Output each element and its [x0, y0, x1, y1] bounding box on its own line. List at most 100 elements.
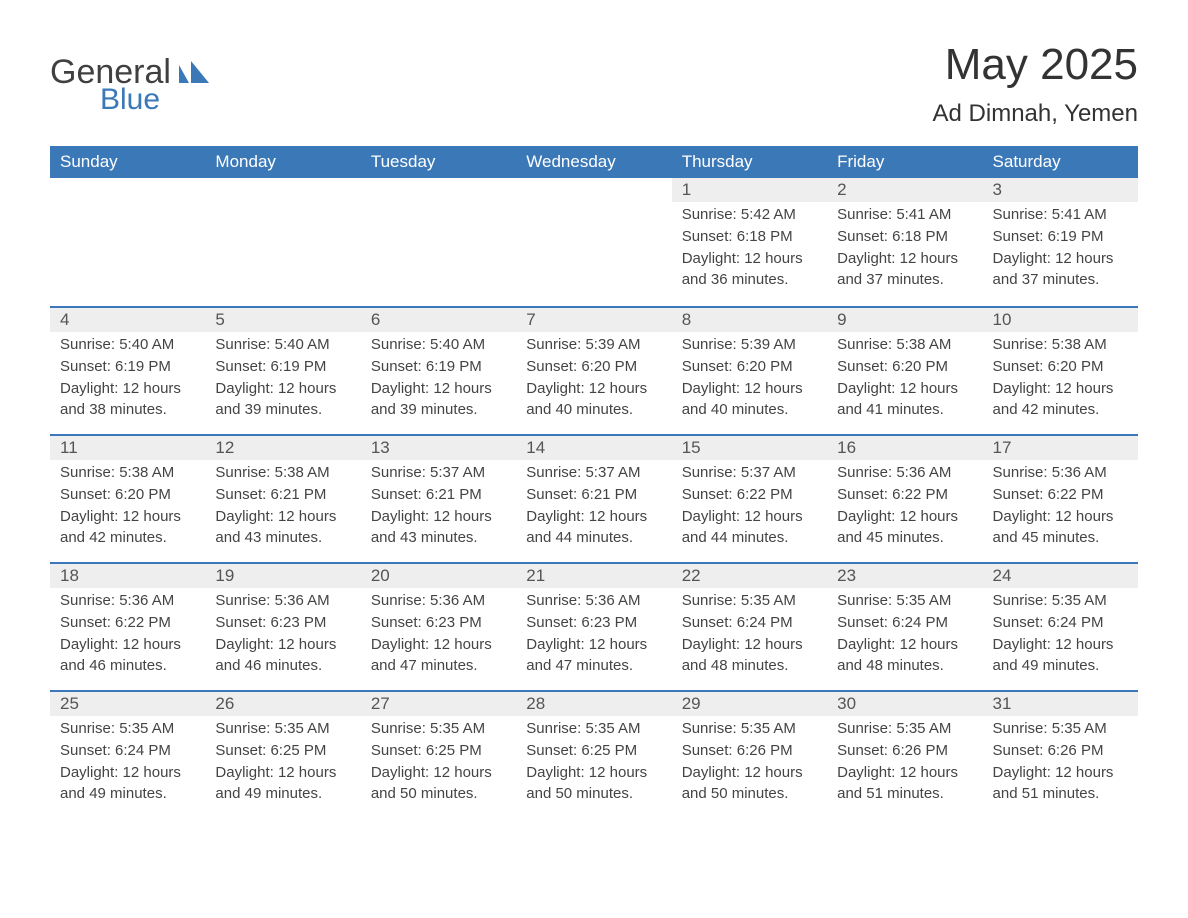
- empty-day-header: [516, 178, 671, 202]
- daylight-line: Daylight: 12 hours and 49 minutes.: [215, 762, 350, 806]
- logo-glyph-icon: [179, 61, 211, 89]
- sunrise-label: Sunrise:: [993, 592, 1052, 609]
- sunset-value: 6:22 PM: [1048, 486, 1104, 503]
- daylight-label: Daylight:: [526, 380, 589, 397]
- day-number: 9: [827, 306, 982, 332]
- day-details: Sunrise: 5:35 AMSunset: 6:24 PMDaylight:…: [983, 588, 1138, 685]
- daylight-line: Daylight: 12 hours and 50 minutes.: [526, 762, 661, 806]
- sunrise-value: 5:38 AM: [896, 336, 951, 353]
- calendar-cell: 13Sunrise: 5:37 AMSunset: 6:21 PMDayligh…: [361, 434, 516, 562]
- sunrise-value: 5:36 AM: [1052, 464, 1107, 481]
- daylight-label: Daylight:: [60, 764, 123, 781]
- day-details: Sunrise: 5:35 AMSunset: 6:24 PMDaylight:…: [50, 716, 205, 813]
- day-details: Sunrise: 5:39 AMSunset: 6:20 PMDaylight:…: [672, 332, 827, 429]
- sunrise-line: Sunrise: 5:40 AM: [60, 334, 195, 356]
- calendar-cell: 3Sunrise: 5:41 AMSunset: 6:19 PMDaylight…: [983, 178, 1138, 306]
- daylight-label: Daylight:: [60, 636, 123, 653]
- weekday-header: Monday: [205, 146, 360, 178]
- sunset-line: Sunset: 6:19 PM: [993, 226, 1128, 248]
- daylight-label: Daylight:: [682, 380, 745, 397]
- sunset-line: Sunset: 6:21 PM: [526, 484, 661, 506]
- sunset-label: Sunset:: [215, 742, 270, 759]
- day-number: 8: [672, 306, 827, 332]
- daylight-line: Daylight: 12 hours and 43 minutes.: [215, 506, 350, 550]
- sunrise-value: 5:35 AM: [741, 592, 796, 609]
- sunset-line: Sunset: 6:21 PM: [371, 484, 506, 506]
- sunset-value: 6:24 PM: [115, 742, 171, 759]
- sunrise-label: Sunrise:: [215, 592, 274, 609]
- daylight-line: Daylight: 12 hours and 47 minutes.: [526, 634, 661, 678]
- calendar-cell: 17Sunrise: 5:36 AMSunset: 6:22 PMDayligh…: [983, 434, 1138, 562]
- calendar-cell: 19Sunrise: 5:36 AMSunset: 6:23 PMDayligh…: [205, 562, 360, 690]
- sunrise-value: 5:35 AM: [1052, 720, 1107, 737]
- sunset-value: 6:19 PM: [270, 358, 326, 375]
- day-details: Sunrise: 5:36 AMSunset: 6:23 PMDaylight:…: [516, 588, 671, 685]
- calendar-cell: 28Sunrise: 5:35 AMSunset: 6:25 PMDayligh…: [516, 690, 671, 818]
- sunrise-value: 5:42 AM: [741, 206, 796, 223]
- sunrise-value: 5:38 AM: [275, 464, 330, 481]
- sunrise-value: 5:41 AM: [1052, 206, 1107, 223]
- daylight-label: Daylight:: [682, 508, 745, 525]
- sunrise-line: Sunrise: 5:36 AM: [837, 462, 972, 484]
- sunset-label: Sunset:: [60, 358, 115, 375]
- empty-day-header: [361, 178, 516, 202]
- day-number: 19: [205, 562, 360, 588]
- calendar-cell: 30Sunrise: 5:35 AMSunset: 6:26 PMDayligh…: [827, 690, 982, 818]
- calendar-body: 1Sunrise: 5:42 AMSunset: 6:18 PMDaylight…: [50, 178, 1138, 818]
- sunrise-label: Sunrise:: [215, 464, 274, 481]
- calendar-week-row: 1Sunrise: 5:42 AMSunset: 6:18 PMDaylight…: [50, 178, 1138, 306]
- daylight-line: Daylight: 12 hours and 40 minutes.: [526, 378, 661, 422]
- sunset-label: Sunset:: [60, 742, 115, 759]
- day-number: 28: [516, 690, 671, 716]
- sunrise-label: Sunrise:: [60, 464, 119, 481]
- sunrise-value: 5:39 AM: [585, 336, 640, 353]
- sunrise-label: Sunrise:: [682, 206, 741, 223]
- sunset-value: 6:26 PM: [737, 742, 793, 759]
- daylight-line: Daylight: 12 hours and 50 minutes.: [682, 762, 817, 806]
- sunrise-label: Sunrise:: [682, 720, 741, 737]
- calendar-cell: 20Sunrise: 5:36 AMSunset: 6:23 PMDayligh…: [361, 562, 516, 690]
- sunrise-value: 5:38 AM: [1052, 336, 1107, 353]
- sunset-value: 6:19 PM: [426, 358, 482, 375]
- sunset-value: 6:22 PM: [892, 486, 948, 503]
- sunset-label: Sunset:: [371, 614, 426, 631]
- daylight-line: Daylight: 12 hours and 42 minutes.: [60, 506, 195, 550]
- sunrise-value: 5:38 AM: [119, 464, 174, 481]
- daylight-line: Daylight: 12 hours and 46 minutes.: [215, 634, 350, 678]
- sunset-label: Sunset:: [215, 486, 270, 503]
- sunrise-label: Sunrise:: [993, 206, 1052, 223]
- sunrise-line: Sunrise: 5:38 AM: [215, 462, 350, 484]
- daylight-label: Daylight:: [526, 508, 589, 525]
- sunset-label: Sunset:: [837, 486, 892, 503]
- calendar-cell: 7Sunrise: 5:39 AMSunset: 6:20 PMDaylight…: [516, 306, 671, 434]
- calendar-cell: 11Sunrise: 5:38 AMSunset: 6:20 PMDayligh…: [50, 434, 205, 562]
- calendar-cell: 9Sunrise: 5:38 AMSunset: 6:20 PMDaylight…: [827, 306, 982, 434]
- sunset-value: 6:24 PM: [737, 614, 793, 631]
- sunrise-line: Sunrise: 5:36 AM: [60, 590, 195, 612]
- sunset-label: Sunset:: [682, 486, 737, 503]
- calendar-cell: 31Sunrise: 5:35 AMSunset: 6:26 PMDayligh…: [983, 690, 1138, 818]
- weekday-header: Wednesday: [516, 146, 671, 178]
- logo-text: General Blue: [50, 55, 211, 115]
- sunset-line: Sunset: 6:24 PM: [993, 612, 1128, 634]
- calendar-cell: 2Sunrise: 5:41 AMSunset: 6:18 PMDaylight…: [827, 178, 982, 306]
- sunrise-line: Sunrise: 5:37 AM: [526, 462, 661, 484]
- sunrise-line: Sunrise: 5:35 AM: [526, 718, 661, 740]
- daylight-label: Daylight:: [215, 380, 278, 397]
- day-details: Sunrise: 5:38 AMSunset: 6:20 PMDaylight:…: [827, 332, 982, 429]
- day-details: Sunrise: 5:42 AMSunset: 6:18 PMDaylight:…: [672, 202, 827, 299]
- daylight-label: Daylight:: [993, 764, 1056, 781]
- sunrise-label: Sunrise:: [837, 592, 896, 609]
- day-number: 20: [361, 562, 516, 588]
- sunrise-value: 5:36 AM: [119, 592, 174, 609]
- daylight-label: Daylight:: [60, 380, 123, 397]
- sunset-value: 6:19 PM: [1048, 228, 1104, 245]
- daylight-label: Daylight:: [60, 508, 123, 525]
- header: General Blue May 2025 Ad Dimnah, Yemen: [50, 40, 1138, 128]
- sunset-value: 6:20 PM: [581, 358, 637, 375]
- sunrise-label: Sunrise:: [371, 592, 430, 609]
- daylight-label: Daylight:: [682, 764, 745, 781]
- day-details: Sunrise: 5:36 AMSunset: 6:23 PMDaylight:…: [205, 588, 360, 685]
- calendar-cell: 24Sunrise: 5:35 AMSunset: 6:24 PMDayligh…: [983, 562, 1138, 690]
- daylight-line: Daylight: 12 hours and 40 minutes.: [682, 378, 817, 422]
